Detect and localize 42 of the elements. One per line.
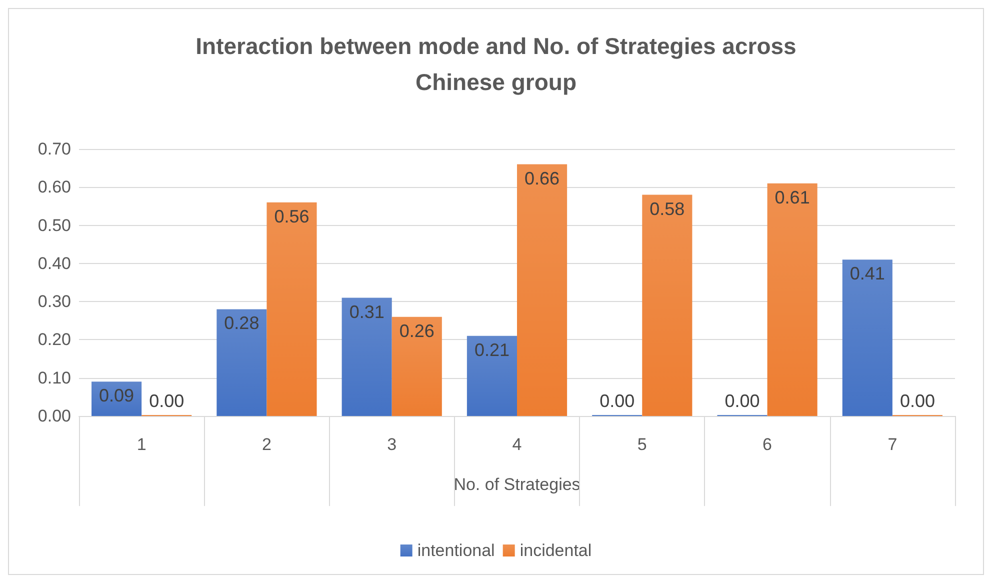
y-tick-label: 0.10 <box>38 368 71 388</box>
y-tick-label: 0.30 <box>38 292 71 312</box>
data-label: 0.61 <box>774 187 810 208</box>
bar <box>266 202 317 416</box>
legend-label: intentional <box>417 541 495 560</box>
bar <box>767 183 818 416</box>
y-tick-label: 0.20 <box>38 330 71 350</box>
bar <box>392 316 442 416</box>
data-label: 0.00 <box>724 391 760 411</box>
y-tick-label: 0.00 <box>38 406 71 426</box>
x-tick-label: 4 <box>512 435 522 454</box>
data-label: 0.58 <box>650 198 685 219</box>
bar <box>466 336 517 416</box>
y-tick-label: 0.40 <box>38 254 71 273</box>
x-tick-label: 1 <box>136 435 146 454</box>
data-label: 0.09 <box>99 386 134 406</box>
data-label: 0.31 <box>349 302 384 322</box>
x-tick-label: 2 <box>262 435 272 454</box>
x-tick-label: 6 <box>762 435 772 454</box>
x-tick-label: 5 <box>637 435 647 454</box>
data-label: 0.21 <box>474 340 510 360</box>
data-label: 0.26 <box>399 320 434 341</box>
data-label: 0.00 <box>149 391 184 411</box>
bar <box>642 194 692 416</box>
x-tick-label: 7 <box>888 435 898 454</box>
x-axis-title: No. of Strategies <box>454 475 580 494</box>
y-tick-label: 0.60 <box>38 178 71 197</box>
legend-label: incidental <box>520 541 592 560</box>
x-tick-label: 3 <box>387 435 397 454</box>
chart-title: Interaction between mode and No. of Strategies across Chinese group <box>196 33 796 95</box>
data-label: 0.41 <box>850 264 885 284</box>
data-label: 0.00 <box>900 391 935 411</box>
y-tick-label: 0.50 <box>38 216 71 235</box>
data-label: 0.56 <box>274 206 310 226</box>
y-tick-label: 0.70 <box>38 140 71 158</box>
bar <box>342 298 392 416</box>
bar <box>842 260 892 416</box>
data-label: 0.28 <box>224 313 260 334</box>
bar <box>216 309 267 416</box>
data-label: 0.66 <box>524 168 560 188</box>
bar <box>517 164 568 416</box>
data-label: 0.00 <box>600 391 635 411</box>
